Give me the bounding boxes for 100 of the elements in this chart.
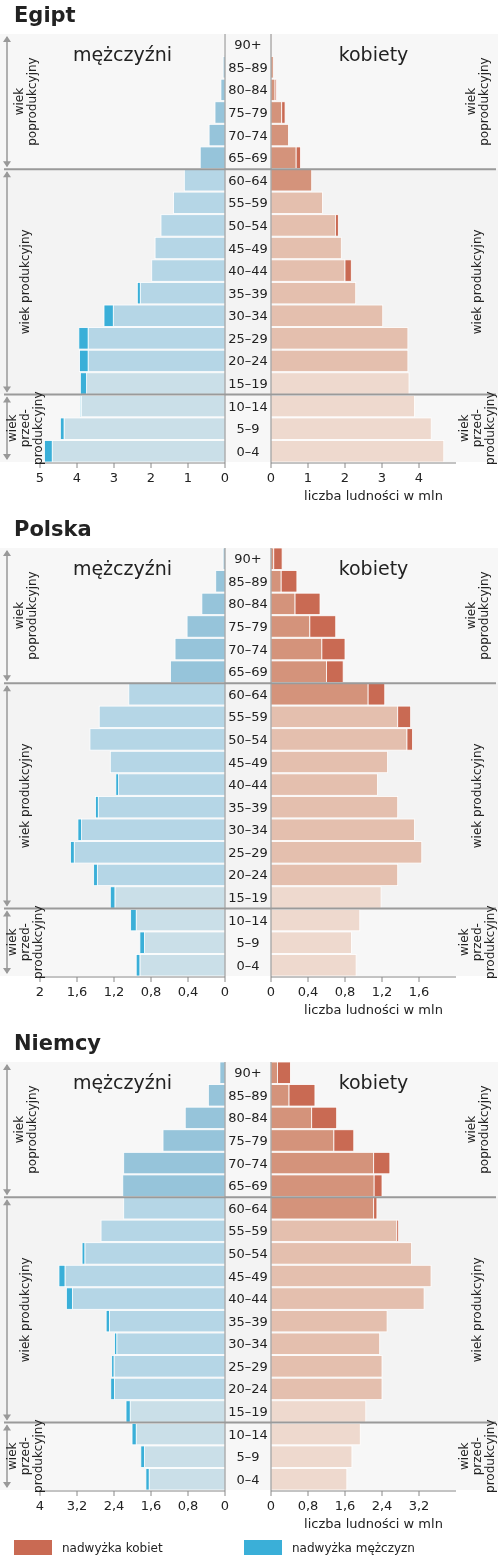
y-tick-label: 70–74 bbox=[228, 641, 268, 657]
y-tick-label: 30–34 bbox=[228, 822, 268, 838]
x-tick-label: 0 bbox=[220, 470, 230, 485]
x-axis-title: liczba ludności w mln bbox=[304, 1516, 443, 1531]
legend-label: nadwyżka kobiet bbox=[62, 1541, 163, 1555]
y-tick-label: 10–14 bbox=[228, 1426, 268, 1442]
band-label: wiek produkcyjny bbox=[18, 743, 32, 849]
y-tick-label: 55–59 bbox=[228, 1223, 268, 1239]
x-tick-label: 2 bbox=[146, 470, 156, 485]
x-tick-label: 0 bbox=[266, 984, 276, 999]
y-tick-label: 10–14 bbox=[228, 398, 268, 414]
band-label: wiek poprodukcyjny bbox=[11, 571, 39, 660]
y-tick-label: 15–19 bbox=[228, 890, 268, 906]
band-label: wiek poprodukcyjny bbox=[11, 1085, 39, 1174]
y-tick-label: 20–24 bbox=[228, 353, 268, 369]
band-label: wiek produkcyjny bbox=[18, 1257, 32, 1363]
x-tick-label: 4 bbox=[35, 1498, 45, 1513]
chart-title: Niemcy bbox=[14, 1031, 102, 1055]
band-label: wiek przed-produkcyjny bbox=[5, 391, 45, 465]
y-tick-label: 45–49 bbox=[228, 240, 268, 256]
y-tick-label: 45–49 bbox=[228, 754, 268, 770]
y-tick-label: 35–39 bbox=[228, 285, 268, 301]
x-tick-label: 3 bbox=[109, 470, 119, 485]
x-tick-label: 2 bbox=[340, 470, 350, 485]
y-tick-label: 75–79 bbox=[228, 104, 268, 120]
y-tick-label: 40–44 bbox=[228, 777, 268, 793]
band-label: wiek poprodukcyjny bbox=[463, 571, 491, 660]
x-tick-label: 1 bbox=[183, 470, 193, 485]
annotation: mężczyźni bbox=[72, 42, 173, 65]
x-tick-label: 4 bbox=[72, 470, 82, 485]
y-tick-label: 0–4 bbox=[236, 957, 260, 973]
band-label: wiek poprodukcyjny bbox=[11, 57, 39, 146]
y-tick-label: 60–64 bbox=[228, 1200, 268, 1216]
band-label: wiek przed-produkcyjny bbox=[5, 905, 45, 979]
y-tick-label: 0–4 bbox=[236, 1471, 260, 1487]
x-tick-label: 1,6 bbox=[66, 984, 88, 999]
y-tick-label: 80–84 bbox=[228, 1110, 268, 1126]
y-tick-label: 25–29 bbox=[228, 844, 268, 860]
y-tick-label: 0–4 bbox=[236, 443, 260, 459]
x-tick-label: 0 bbox=[220, 1498, 230, 1513]
y-tick-label: 80–84 bbox=[228, 82, 268, 98]
band-label: wiek przed-produkcyjny bbox=[457, 1419, 497, 1493]
y-tick-label: 35–39 bbox=[228, 1313, 268, 1329]
band-label: wiek produkcyjny bbox=[470, 1257, 484, 1363]
x-tick-label: 0 bbox=[220, 984, 230, 999]
annotation: mężczyźni bbox=[72, 556, 173, 579]
band-label: wiek przed-produkcyjny bbox=[457, 905, 497, 979]
y-tick-label: 5–9 bbox=[236, 1449, 260, 1465]
y-tick-label: 55–59 bbox=[228, 195, 268, 211]
band-label: wiek produkcyjny bbox=[470, 229, 484, 335]
annotation: kobiety bbox=[338, 556, 409, 579]
x-tick-label: 3,2 bbox=[66, 1498, 88, 1513]
y-tick-label: 65–69 bbox=[228, 150, 268, 166]
band-label: wiek przed-produkcyjny bbox=[457, 391, 497, 465]
band-label: wiek poprodukcyjny bbox=[463, 57, 491, 146]
y-tick-label: 55–59 bbox=[228, 709, 268, 725]
y-tick-label: 20–24 bbox=[228, 1381, 268, 1397]
y-tick-label: 15–19 bbox=[228, 1404, 268, 1420]
x-tick-label: 1,2 bbox=[103, 984, 125, 999]
x-tick-label: 2,4 bbox=[103, 1498, 125, 1513]
x-tick-label: 0,8 bbox=[140, 984, 162, 999]
band-label: wiek produkcyjny bbox=[470, 743, 484, 849]
x-tick-label: 0,8 bbox=[334, 984, 356, 999]
y-tick-label: 90+ bbox=[234, 1065, 262, 1081]
y-tick-label: 90+ bbox=[234, 551, 262, 567]
band-label: wiek poprodukcyjny bbox=[463, 1085, 491, 1174]
y-tick-label: 20–24 bbox=[228, 867, 268, 883]
y-tick-label: 5–9 bbox=[236, 421, 260, 437]
annotation: kobiety bbox=[338, 1070, 409, 1093]
y-tick-label: 50–54 bbox=[228, 217, 268, 233]
y-tick-label: 45–49 bbox=[228, 1268, 268, 1284]
y-tick-label: 85–89 bbox=[228, 1087, 268, 1103]
y-tick-label: 50–54 bbox=[228, 731, 268, 747]
y-tick-label: 40–44 bbox=[228, 263, 268, 279]
y-tick-label: 80–84 bbox=[228, 596, 268, 612]
x-tick-label: 0,4 bbox=[177, 984, 199, 999]
x-tick-label: 0 bbox=[266, 1498, 276, 1513]
x-tick-label: 2,4 bbox=[371, 1498, 393, 1513]
y-tick-label: 85–89 bbox=[228, 573, 268, 589]
y-tick-label: 10–14 bbox=[228, 912, 268, 928]
y-tick-label: 5–9 bbox=[236, 935, 260, 951]
y-tick-label: 65–69 bbox=[228, 1178, 268, 1194]
y-tick-label: 60–64 bbox=[228, 686, 268, 702]
y-tick-label: 15–19 bbox=[228, 376, 268, 392]
legend-label: nadwyżka mężczyzn bbox=[292, 1541, 415, 1555]
chart-title: Egipt bbox=[14, 3, 76, 27]
x-axis-title: liczba ludności w mln bbox=[304, 488, 443, 503]
x-axis-title: liczba ludności w mln bbox=[304, 1002, 443, 1017]
x-tick-label: 1,2 bbox=[371, 984, 393, 999]
y-tick-label: 90+ bbox=[234, 37, 262, 53]
chart-title: Polska bbox=[14, 517, 92, 541]
y-tick-label: 85–89 bbox=[228, 59, 268, 75]
y-tick-label: 30–34 bbox=[228, 1336, 268, 1352]
y-tick-label: 70–74 bbox=[228, 1155, 268, 1171]
y-tick-label: 25–29 bbox=[228, 330, 268, 346]
x-tick-label: 1,6 bbox=[334, 1498, 356, 1513]
y-tick-label: 50–54 bbox=[228, 1245, 268, 1261]
x-tick-label: 0,4 bbox=[297, 984, 319, 999]
x-tick-label: 5 bbox=[35, 470, 45, 485]
x-tick-label: 4 bbox=[414, 470, 424, 485]
